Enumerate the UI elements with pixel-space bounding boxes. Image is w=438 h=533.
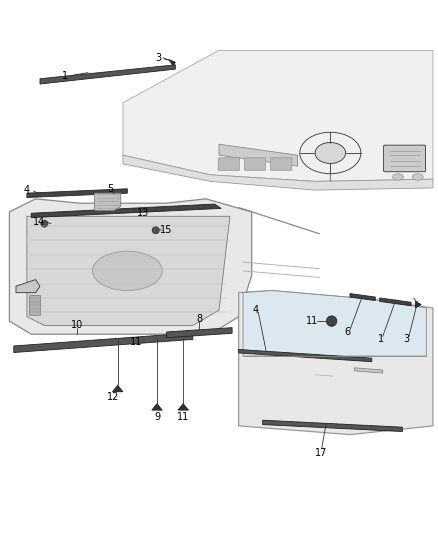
Polygon shape: [14, 333, 193, 352]
Polygon shape: [29, 295, 40, 314]
Text: 6: 6: [345, 327, 351, 337]
Polygon shape: [27, 216, 230, 326]
Text: 10: 10: [71, 320, 83, 330]
Polygon shape: [16, 280, 40, 293]
Polygon shape: [40, 65, 175, 84]
Polygon shape: [31, 204, 221, 217]
Text: 4: 4: [24, 185, 30, 195]
Polygon shape: [239, 290, 433, 434]
Polygon shape: [243, 290, 426, 356]
Polygon shape: [27, 189, 127, 198]
Polygon shape: [169, 60, 175, 66]
Polygon shape: [219, 144, 297, 166]
Polygon shape: [10, 199, 252, 334]
Circle shape: [326, 316, 337, 326]
Polygon shape: [123, 51, 433, 181]
FancyBboxPatch shape: [244, 158, 266, 171]
Text: 3: 3: [403, 334, 410, 344]
Ellipse shape: [315, 142, 346, 164]
Text: 9: 9: [154, 412, 160, 422]
Ellipse shape: [92, 251, 162, 290]
Text: 11: 11: [130, 337, 142, 346]
Polygon shape: [239, 350, 372, 362]
Polygon shape: [350, 294, 375, 301]
Text: 13: 13: [137, 208, 149, 218]
Text: 1: 1: [62, 71, 68, 81]
Polygon shape: [263, 420, 403, 432]
Text: 1: 1: [378, 334, 384, 344]
FancyBboxPatch shape: [218, 158, 240, 171]
Polygon shape: [178, 403, 188, 410]
Text: 17: 17: [315, 448, 328, 458]
Text: 3: 3: [155, 53, 162, 63]
Text: 5: 5: [108, 184, 114, 194]
FancyBboxPatch shape: [384, 145, 426, 172]
Polygon shape: [152, 403, 162, 410]
Text: 14: 14: [32, 217, 45, 227]
Polygon shape: [416, 302, 421, 308]
Polygon shape: [354, 368, 383, 373]
Text: 4: 4: [252, 305, 258, 315]
Text: 15: 15: [159, 225, 172, 235]
Text: 12: 12: [107, 392, 120, 402]
Circle shape: [41, 220, 48, 227]
FancyBboxPatch shape: [271, 158, 292, 171]
Polygon shape: [113, 385, 123, 392]
Text: 11: 11: [177, 412, 189, 422]
Ellipse shape: [392, 174, 403, 180]
Polygon shape: [95, 193, 121, 211]
Text: 11: 11: [306, 316, 318, 326]
Polygon shape: [380, 298, 411, 306]
Circle shape: [152, 227, 159, 234]
Polygon shape: [123, 155, 433, 190]
Ellipse shape: [412, 174, 423, 180]
Polygon shape: [166, 328, 232, 338]
Text: 8: 8: [196, 314, 202, 324]
